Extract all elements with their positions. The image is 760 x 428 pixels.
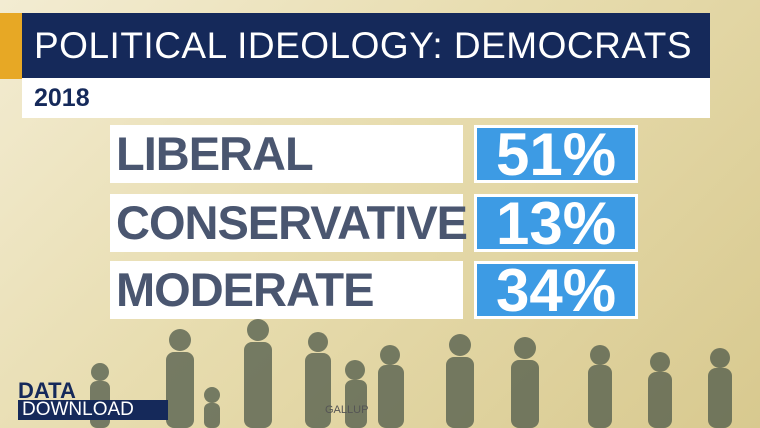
row-value: 13% <box>474 194 638 254</box>
row-value: 51% <box>474 125 638 185</box>
title: POLITICAL IDEOLOGY: DEMOCRATS <box>22 13 710 78</box>
source: GALLUP <box>325 404 369 416</box>
row-value: 34% <box>474 261 638 321</box>
subtitle: 2018 <box>22 78 710 118</box>
row-label: MODERATE <box>110 261 463 319</box>
crowd-silhouettes <box>90 319 732 428</box>
row-label: CONSERVATIVE <box>110 194 468 252</box>
accent-bar <box>0 13 22 79</box>
row-label: LIBERAL <box>110 125 463 183</box>
logo-line: DATA <box>18 378 76 403</box>
logo-line: DOWNLOAD <box>18 400 168 420</box>
